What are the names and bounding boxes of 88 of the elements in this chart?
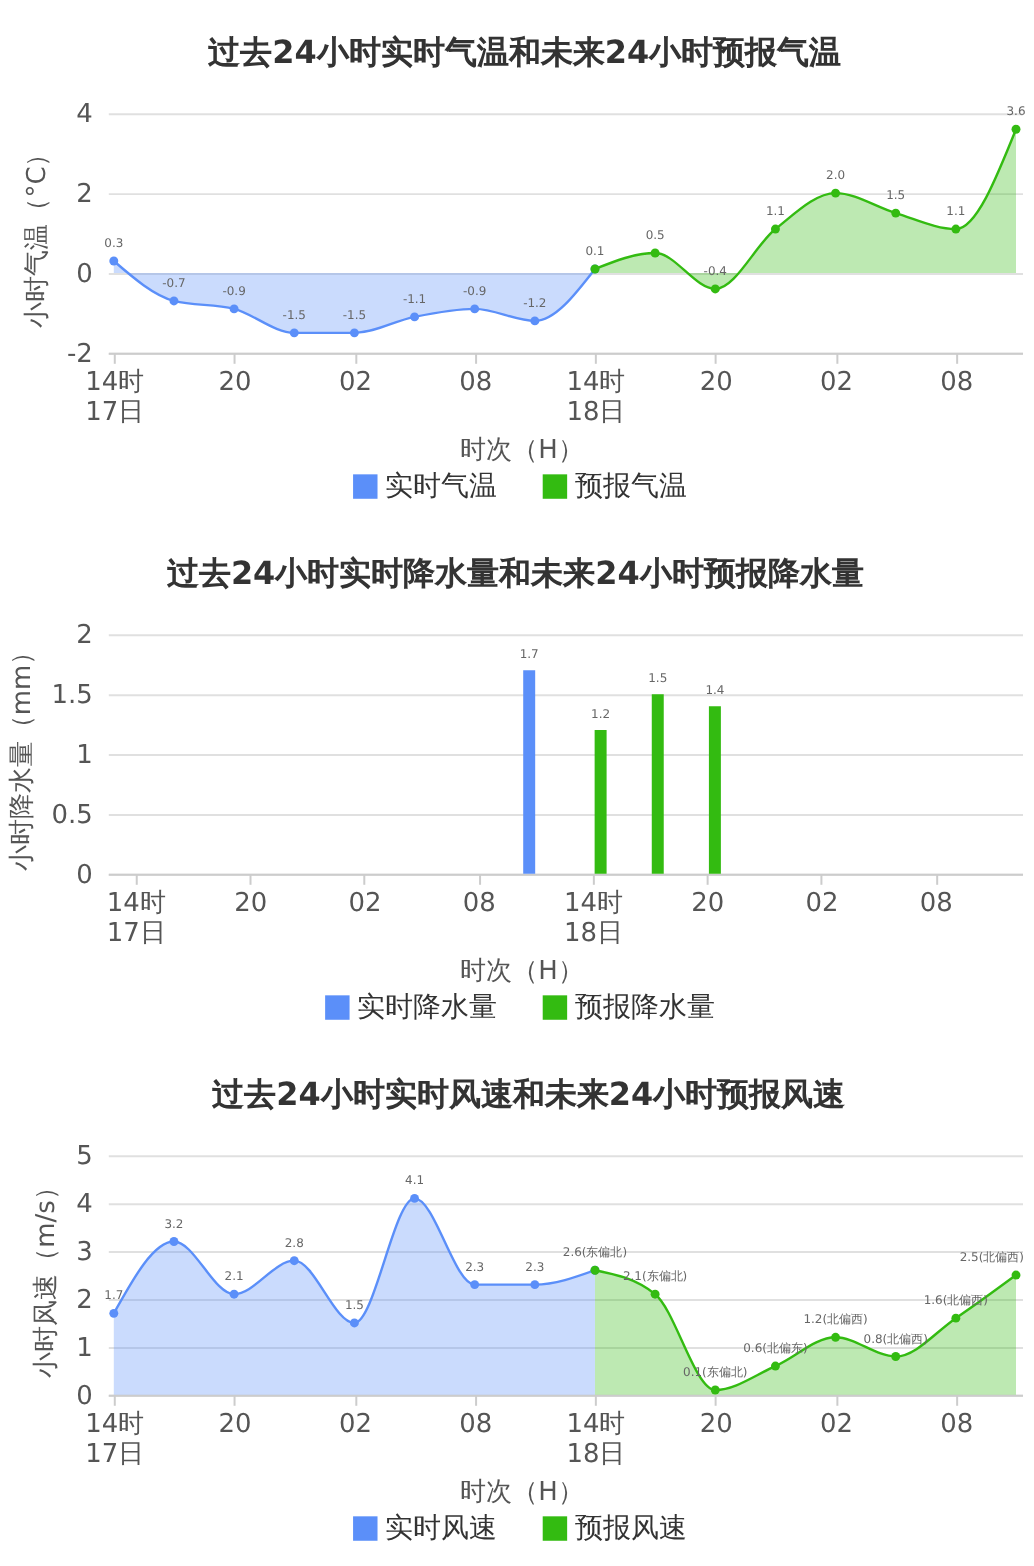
point [109,1308,119,1318]
legend-label: 预报风速 [574,1512,687,1545]
point [289,1256,299,1266]
x-tick-label: 02 [820,367,854,398]
point [349,1318,359,1328]
x-tick-label: 08 [940,367,974,398]
x-tick-label: 14时 17日 [85,1409,145,1470]
point [530,1280,540,1290]
chart-title: 过去24小时实时气温和未来24小时预报气温 [206,33,842,72]
point [1011,124,1021,134]
x-tick-label: 02 [338,367,372,398]
x-tick-label: 02 [348,888,382,919]
x-axis-title: 时次（H） [460,956,584,987]
point [770,224,780,234]
x-tick-label: 08 [459,367,493,398]
point [951,224,961,234]
y-tick-label: 2 [76,180,93,211]
x-tick-label: 02 [338,1409,372,1440]
y-tick-label: -2 [66,339,93,370]
x-tick-label: 08 [919,888,953,919]
chart-title: 过去24小时实时降水量和未来24小时预报降水量 [164,554,864,593]
point [650,1289,660,1299]
y-tick-label: 4 [76,1190,93,1221]
x-tick-label: 20 [699,1409,733,1440]
point [530,316,540,326]
point [891,1352,901,1361]
y-tick-label: 1 [76,1333,93,1364]
x-tick-label: 20 [234,888,268,919]
x-tick-label: 14时 17日 [85,367,145,428]
x-axis-title: 时次（H） [460,1477,584,1508]
point [831,188,841,198]
x-tick-label: 02 [805,888,839,919]
y-tick-label: 5 [76,1142,93,1173]
y-tick-label: 2 [76,621,93,652]
legend-label: 实时气温 [385,470,498,503]
point [470,1280,480,1290]
legend-label: 实时降水量 [357,991,498,1024]
legend-label: 实时风速 [385,1512,498,1545]
point [770,1361,780,1371]
x-tick-label: 14时 18日 [563,888,623,949]
x-tick-label: 20 [691,888,725,919]
x-tick-label: 20 [218,1409,252,1440]
x-tick-label: 14时 18日 [566,1409,626,1470]
x-tick-label: 14时 18日 [566,367,626,428]
point [891,208,901,218]
point [289,328,299,338]
point [229,1289,239,1299]
y-tick-label: 0 [76,860,93,891]
y-tick-label: 4 [76,100,93,131]
point [650,248,660,258]
point [710,1385,720,1395]
point [470,304,480,314]
x-tick-label: 14时 17日 [106,888,166,949]
y-tick-label: 0 [76,259,93,290]
chart-title: 过去24小时实时风速和未来24小时预报风速 [210,1075,848,1114]
bar [594,730,607,874]
x-axis-title: 时次（H） [460,435,584,466]
point [349,328,359,338]
x-tick-label: 20 [218,367,252,398]
point [410,1193,419,1203]
bar [523,670,536,874]
point [831,1332,841,1342]
x-tick-label: 08 [940,1409,974,1440]
y-tick-label: 1 [76,741,93,772]
y-tick-label: 0.5 [51,800,93,831]
y-tick-label: 0 [76,1381,93,1412]
point [169,296,179,306]
point [109,256,119,266]
bar [708,706,721,874]
x-tick-label: 08 [459,1409,493,1440]
y-axis-title: 小时降水量（mm） [7,638,38,872]
x-tick-label: 02 [820,1409,854,1440]
point [169,1237,179,1246]
x-tick-label: 08 [462,888,496,919]
point [229,304,239,314]
y-axis-title: 小时气温（°C） [22,140,53,328]
point [410,312,419,322]
y-axis-title: 小时风速（m/s） [32,1174,63,1378]
legend-label: 预报降水量 [574,991,715,1024]
point [710,284,720,294]
y-tick-label: 2 [76,1285,93,1316]
bar [651,694,664,874]
y-tick-label: 3 [76,1238,93,1269]
point [1011,1270,1021,1280]
y-tick-label: 1.5 [51,681,93,712]
legend-label: 预报气温 [574,470,687,503]
x-tick-label: 20 [699,367,733,398]
point [951,1313,961,1323]
